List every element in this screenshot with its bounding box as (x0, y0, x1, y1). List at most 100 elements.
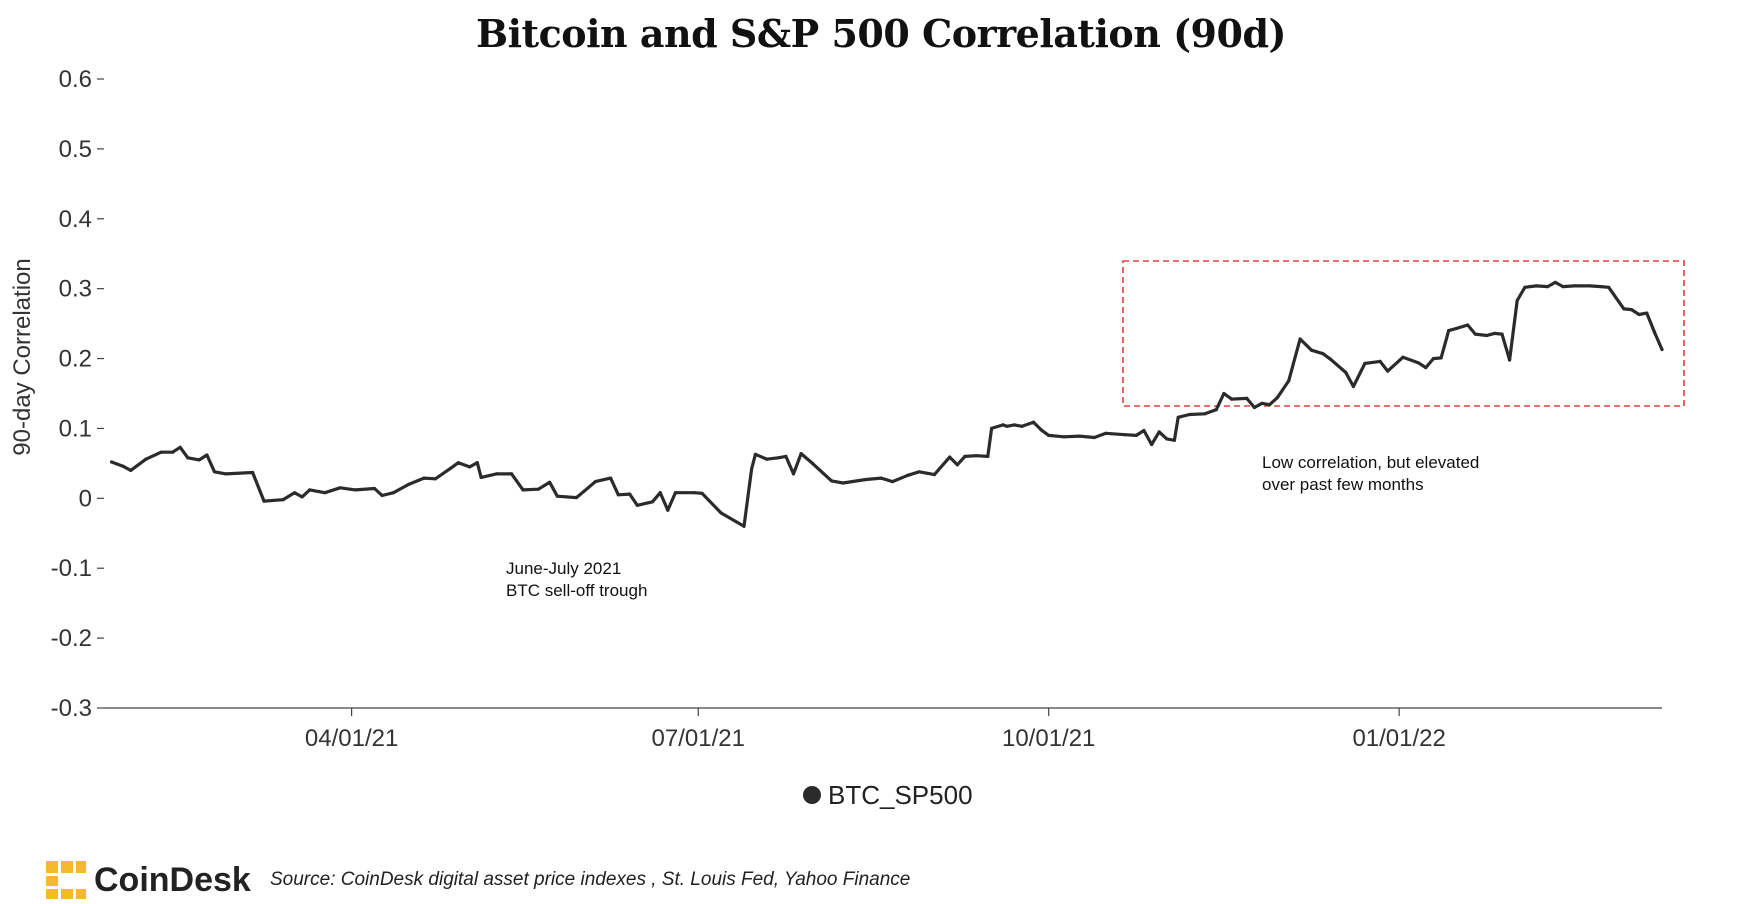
data-point (784, 454, 788, 458)
y-axis-title: 90-day Correlation (9, 258, 36, 455)
data-point (178, 445, 182, 449)
data-point (1607, 285, 1611, 289)
data-point (776, 456, 780, 460)
data-point (479, 475, 483, 479)
data-point (864, 477, 868, 482)
data-point (144, 457, 148, 461)
data-point (1546, 285, 1550, 289)
data-point (1466, 323, 1470, 327)
data-point (1492, 331, 1496, 335)
data-point (1344, 370, 1348, 375)
data-point (1275, 396, 1279, 400)
data-point (1386, 369, 1390, 373)
data-point (475, 461, 479, 465)
data-point (1188, 412, 1192, 417)
data-point (300, 495, 304, 499)
data-point (673, 491, 678, 495)
annotation-elevated-line-2: over past few months (1262, 475, 1424, 494)
data-point (841, 481, 845, 485)
data-point (1039, 428, 1043, 432)
data-point (1001, 423, 1005, 427)
series-points (110, 280, 1664, 528)
source-note: Source: CoinDesk digital asset price ind… (270, 869, 910, 890)
data-point (1637, 312, 1641, 317)
data-point (338, 486, 342, 490)
data-point (666, 508, 670, 512)
data-point (1329, 357, 1333, 361)
data-point (650, 500, 655, 504)
data-point (121, 464, 125, 468)
data-point (963, 454, 967, 458)
data-point (830, 479, 834, 483)
data-point (1222, 391, 1226, 396)
data-point (251, 470, 255, 475)
y-tick-label: -0.3 (51, 695, 92, 722)
data-point (1629, 308, 1634, 312)
coindesk-logo-icon (46, 861, 86, 899)
data-point (574, 496, 579, 500)
data-point (1020, 424, 1024, 428)
legend[interactable]: BTC_SP500 (803, 780, 973, 810)
data-point (281, 498, 285, 502)
highlight-box (1122, 260, 1685, 407)
data-point (555, 494, 559, 498)
data-point (449, 466, 453, 470)
data-point (1047, 433, 1051, 437)
y-tick-label: -0.2 (51, 625, 92, 652)
data-point (890, 480, 895, 484)
data-point (1260, 401, 1264, 405)
data-point (1104, 431, 1108, 435)
data-point (1645, 311, 1649, 315)
data-point (129, 468, 133, 472)
annotation-trough-line-1: June-July 2021 (506, 559, 621, 578)
data-point (1424, 366, 1428, 370)
data-point (433, 477, 437, 481)
data-point (753, 452, 758, 456)
data-point (212, 470, 217, 474)
data-point (1012, 423, 1017, 427)
data-point (1031, 420, 1036, 424)
data-point (1123, 433, 1127, 437)
data-point (955, 463, 959, 467)
data-point (262, 499, 266, 503)
data-point (593, 480, 598, 484)
data-point (932, 473, 937, 477)
data-point (1416, 361, 1420, 365)
data-point (986, 454, 990, 458)
y-tick-label: 0.2 (59, 346, 92, 373)
data-point (186, 456, 190, 460)
data-point (1588, 284, 1592, 288)
data-point (628, 492, 632, 496)
y-tick-label: 0.5 (59, 136, 92, 163)
y-tick-label: -0.1 (51, 555, 92, 582)
chart-title: Bitcoin and S&P 500 Correlation (90d) (476, 11, 1286, 56)
data-point (510, 472, 514, 476)
data-point (380, 493, 384, 498)
data-point (391, 491, 396, 495)
data-point (494, 472, 498, 476)
data-point (1534, 284, 1538, 288)
legend-label: BTC_SP500 (828, 780, 973, 810)
data-point (468, 465, 472, 469)
data-point (1652, 330, 1656, 334)
data-point (197, 458, 201, 462)
data-point (536, 487, 540, 491)
data-point (1351, 384, 1355, 389)
data-point (1134, 433, 1138, 437)
data-point (948, 455, 952, 459)
data-point (1473, 332, 1477, 336)
data-point (1157, 430, 1161, 434)
legend-marker (803, 786, 821, 804)
data-point (799, 452, 803, 456)
data-point (1622, 307, 1626, 311)
data-point (1268, 403, 1272, 407)
data-point (1454, 326, 1458, 331)
data-point (353, 488, 357, 492)
data-point (692, 491, 697, 495)
data-point (1439, 356, 1443, 360)
data-point (407, 482, 411, 486)
brand-name: CoinDesk (94, 861, 251, 899)
data-point (456, 461, 460, 465)
data-point (925, 471, 929, 475)
annotation-elevated: Low correlation, but elevated over past … (1262, 453, 1484, 494)
